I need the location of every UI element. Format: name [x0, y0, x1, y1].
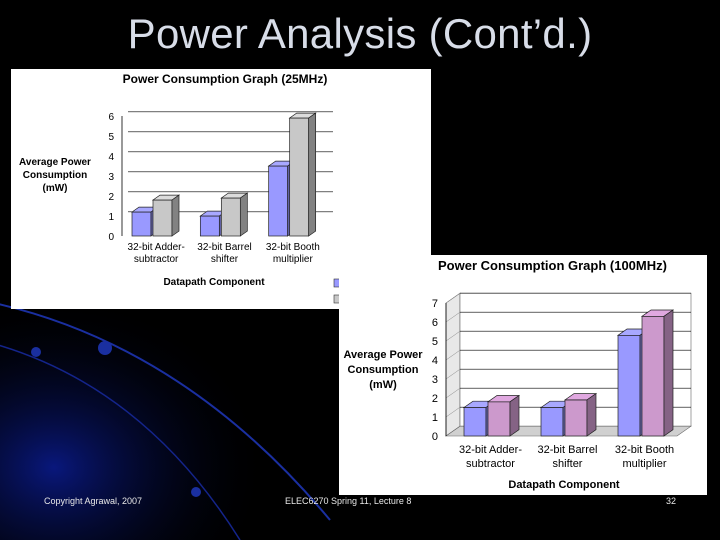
- x-category-label: 32-bit Adder-: [459, 444, 522, 456]
- bar-quasi-adiabatic: [540, 407, 564, 437]
- y-axis-label: Average Power: [343, 349, 423, 361]
- bar-quasi-adiabatic: [131, 211, 152, 237]
- bar-quasi-adiabatic: [199, 215, 220, 237]
- chart-title: Power Consumption Graph (25MHz): [123, 72, 328, 86]
- x-category-label: subtractor: [466, 458, 515, 470]
- x-category-label: shifter: [553, 458, 583, 470]
- y-tick-label: 6: [432, 317, 438, 329]
- x-category-label: 32-bit Adder-: [128, 242, 185, 253]
- gridline-side: [445, 406, 461, 418]
- bar-static-cmos: [564, 399, 588, 437]
- x-category-label: 32-bit Barrel: [538, 444, 598, 456]
- gridline-side: [445, 387, 461, 399]
- y-axis-label: Consumption: [23, 170, 87, 181]
- y-tick-label: 0: [432, 431, 438, 443]
- x-axis-label: Datapath Component: [508, 479, 620, 491]
- chart-100mhz-svg: Power Consumption Graph (100MHz) 0 1 2 3 4 5 6 7…: [343, 258, 692, 491]
- x-category-label: 32-bit Booth: [266, 242, 320, 253]
- bar-quasi-adiabatic: [268, 165, 289, 237]
- footer-page-number: 32: [666, 496, 677, 506]
- bar-static-cmos: [220, 197, 241, 237]
- footer-copyright: Copyright Agrawal, 2007: [44, 496, 143, 506]
- y-tick-label: 0: [108, 232, 114, 243]
- gridline-side: [445, 349, 461, 361]
- bar-side: [663, 309, 674, 437]
- y-tick-label: 1: [108, 212, 114, 223]
- bar-side: [586, 392, 597, 437]
- y-tick-label: 4: [432, 355, 438, 367]
- y-tick-label: 3: [108, 172, 114, 183]
- bar-side: [509, 394, 520, 437]
- slide-title: Power Analysis (Cont’d.): [127, 10, 593, 57]
- y-axis-label: Average Power: [19, 157, 91, 168]
- y-tick-label: 2: [108, 192, 114, 203]
- x-category-label: multiplier: [622, 458, 666, 470]
- y-tick-label: 4: [108, 152, 114, 163]
- y-axis-label: (mW): [43, 183, 68, 194]
- bar-side: [171, 194, 180, 237]
- y-tick-label: 7: [432, 298, 438, 310]
- y-tick-label: 6: [108, 112, 114, 123]
- bar-static-cmos: [152, 199, 173, 237]
- bar-quasi-adiabatic: [463, 407, 487, 437]
- bar-static-cmos: [487, 401, 511, 437]
- bar-side: [239, 192, 248, 237]
- chart-25mhz-svg: Power Consumption Graph (25MHz) 0 1 2 3 4 5 6 32…: [19, 72, 415, 306]
- footer-course: ELEC6270 Spring 11, Lecture 8: [285, 496, 412, 506]
- gridline-side: [445, 311, 461, 323]
- y-tick-label: 3: [432, 374, 438, 386]
- x-axis-label: Datapath Component: [163, 277, 265, 288]
- x-category-label: 32-bit Barrel: [197, 242, 251, 253]
- y-axis-label: (mW): [369, 379, 397, 391]
- x-category-label: subtractor: [134, 254, 179, 265]
- y-tick-label: 1: [432, 412, 438, 424]
- gridline-side: [445, 292, 461, 304]
- y-tick-label: 5: [432, 336, 438, 348]
- bar-side: [308, 112, 317, 237]
- x-category-label: 32-bit Booth: [615, 444, 674, 456]
- chart-title: Power Consumption Graph (100MHz): [438, 258, 667, 273]
- chart-side-wall: [445, 292, 461, 437]
- bar-static-cmos: [641, 315, 665, 437]
- bar-quasi-adiabatic: [617, 334, 641, 437]
- x-category-label: shifter: [211, 254, 239, 265]
- chart-100mhz: Power Consumption Graph (100MHz) 0 1 2 3 4 5 6 7…: [339, 255, 707, 495]
- y-tick-label: 2: [432, 393, 438, 405]
- y-tick-label: 5: [108, 132, 114, 143]
- gridline-side: [445, 368, 461, 380]
- x-category-label: multiplier: [273, 254, 314, 265]
- gridline-side: [445, 330, 461, 342]
- bar-static-cmos: [289, 117, 310, 237]
- y-axis-label: Consumption: [348, 364, 419, 376]
